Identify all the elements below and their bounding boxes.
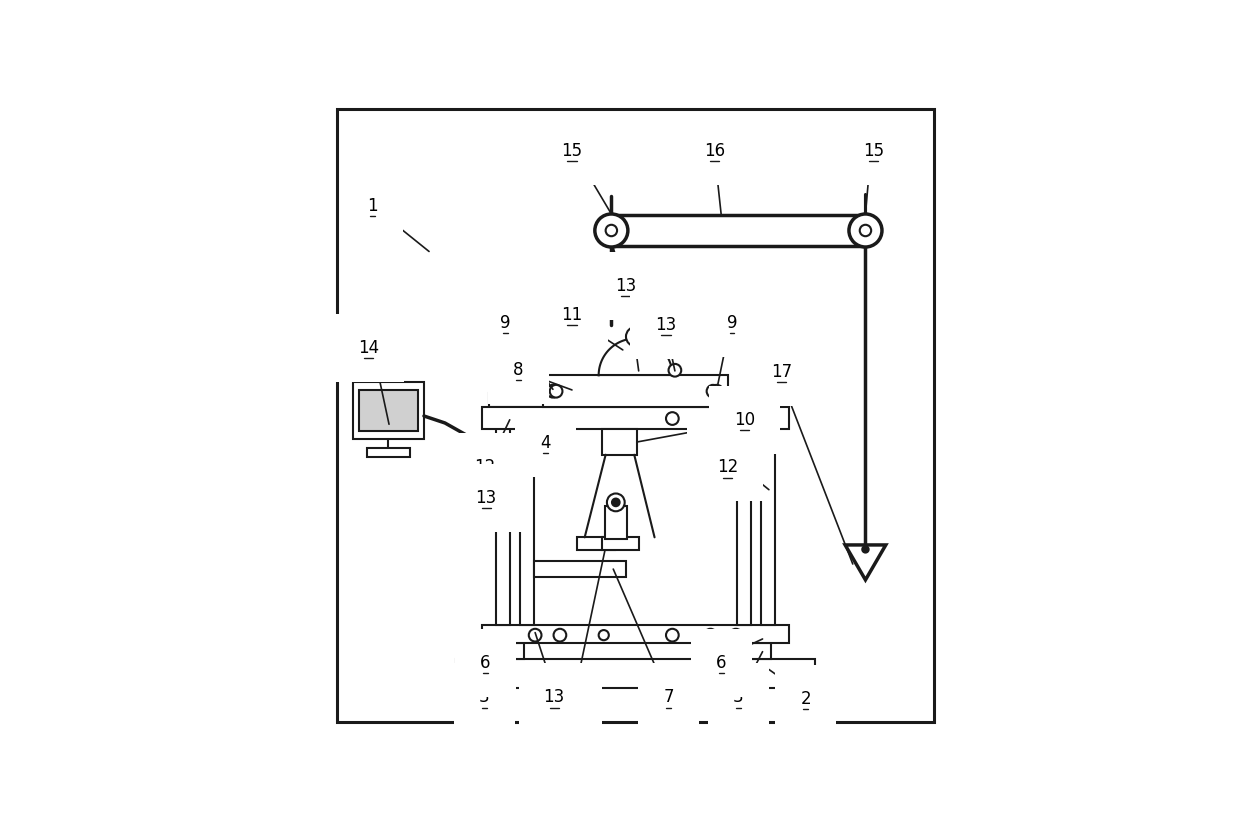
Text: 16: 16	[704, 142, 725, 160]
Circle shape	[613, 498, 620, 507]
Bar	[603, 537, 640, 550]
Bar	[498, 644, 525, 659]
Text: 9: 9	[727, 314, 738, 332]
Text: 15: 15	[562, 142, 583, 160]
Text: 6: 6	[715, 654, 727, 672]
Text: 9: 9	[500, 314, 511, 332]
Text: 6: 6	[480, 654, 491, 672]
Circle shape	[549, 384, 563, 398]
Text: 13: 13	[476, 489, 497, 507]
Circle shape	[729, 629, 743, 642]
Bar	[543, 375, 728, 407]
Polygon shape	[846, 545, 885, 580]
Text: 3: 3	[733, 688, 744, 706]
Circle shape	[666, 629, 678, 642]
Circle shape	[704, 629, 717, 642]
Polygon shape	[599, 338, 672, 375]
Text: 2: 2	[801, 691, 811, 709]
Circle shape	[849, 214, 882, 247]
Text: 4: 4	[712, 434, 722, 452]
Text: 11: 11	[562, 306, 583, 324]
Text: 10: 10	[734, 411, 755, 429]
Text: 13: 13	[656, 315, 677, 333]
Text: 1: 1	[367, 196, 378, 214]
Bar	[737, 407, 751, 625]
Circle shape	[668, 364, 681, 376]
Bar	[761, 407, 775, 625]
Circle shape	[553, 629, 567, 642]
Text: 12: 12	[717, 459, 738, 477]
Text: 4: 4	[541, 434, 551, 452]
Circle shape	[859, 224, 872, 236]
Text: 5: 5	[567, 688, 578, 706]
Circle shape	[595, 214, 627, 247]
Circle shape	[528, 629, 542, 642]
Text: 3: 3	[479, 688, 490, 706]
Circle shape	[606, 493, 625, 512]
Text: 13: 13	[615, 276, 636, 295]
Bar	[353, 382, 424, 439]
Circle shape	[729, 412, 743, 425]
Text: 12: 12	[474, 459, 495, 477]
Bar	[360, 390, 418, 431]
Bar	[746, 644, 771, 659]
Bar	[534, 562, 626, 577]
Bar	[496, 407, 510, 625]
Bar	[577, 537, 615, 550]
Bar	[520, 407, 534, 625]
Circle shape	[599, 630, 609, 640]
Circle shape	[711, 384, 723, 398]
Circle shape	[528, 412, 542, 425]
Bar	[456, 659, 815, 688]
Bar	[490, 394, 544, 407]
Text: 14: 14	[358, 339, 379, 357]
Bar	[605, 506, 626, 539]
Text: 17: 17	[771, 363, 792, 381]
Bar	[728, 394, 782, 407]
Circle shape	[605, 224, 618, 236]
Circle shape	[553, 412, 567, 425]
Bar	[482, 407, 789, 429]
Circle shape	[862, 546, 869, 553]
Bar	[603, 429, 637, 455]
Circle shape	[707, 384, 719, 398]
Circle shape	[547, 384, 559, 398]
Text: 15: 15	[863, 142, 884, 160]
Text: 13: 13	[543, 688, 564, 706]
Circle shape	[631, 332, 640, 341]
Text: 7: 7	[663, 688, 673, 706]
Bar	[367, 449, 410, 457]
Circle shape	[704, 412, 717, 425]
Circle shape	[626, 327, 645, 346]
Bar	[482, 625, 789, 644]
Text: 8: 8	[513, 361, 523, 379]
Circle shape	[666, 412, 678, 425]
